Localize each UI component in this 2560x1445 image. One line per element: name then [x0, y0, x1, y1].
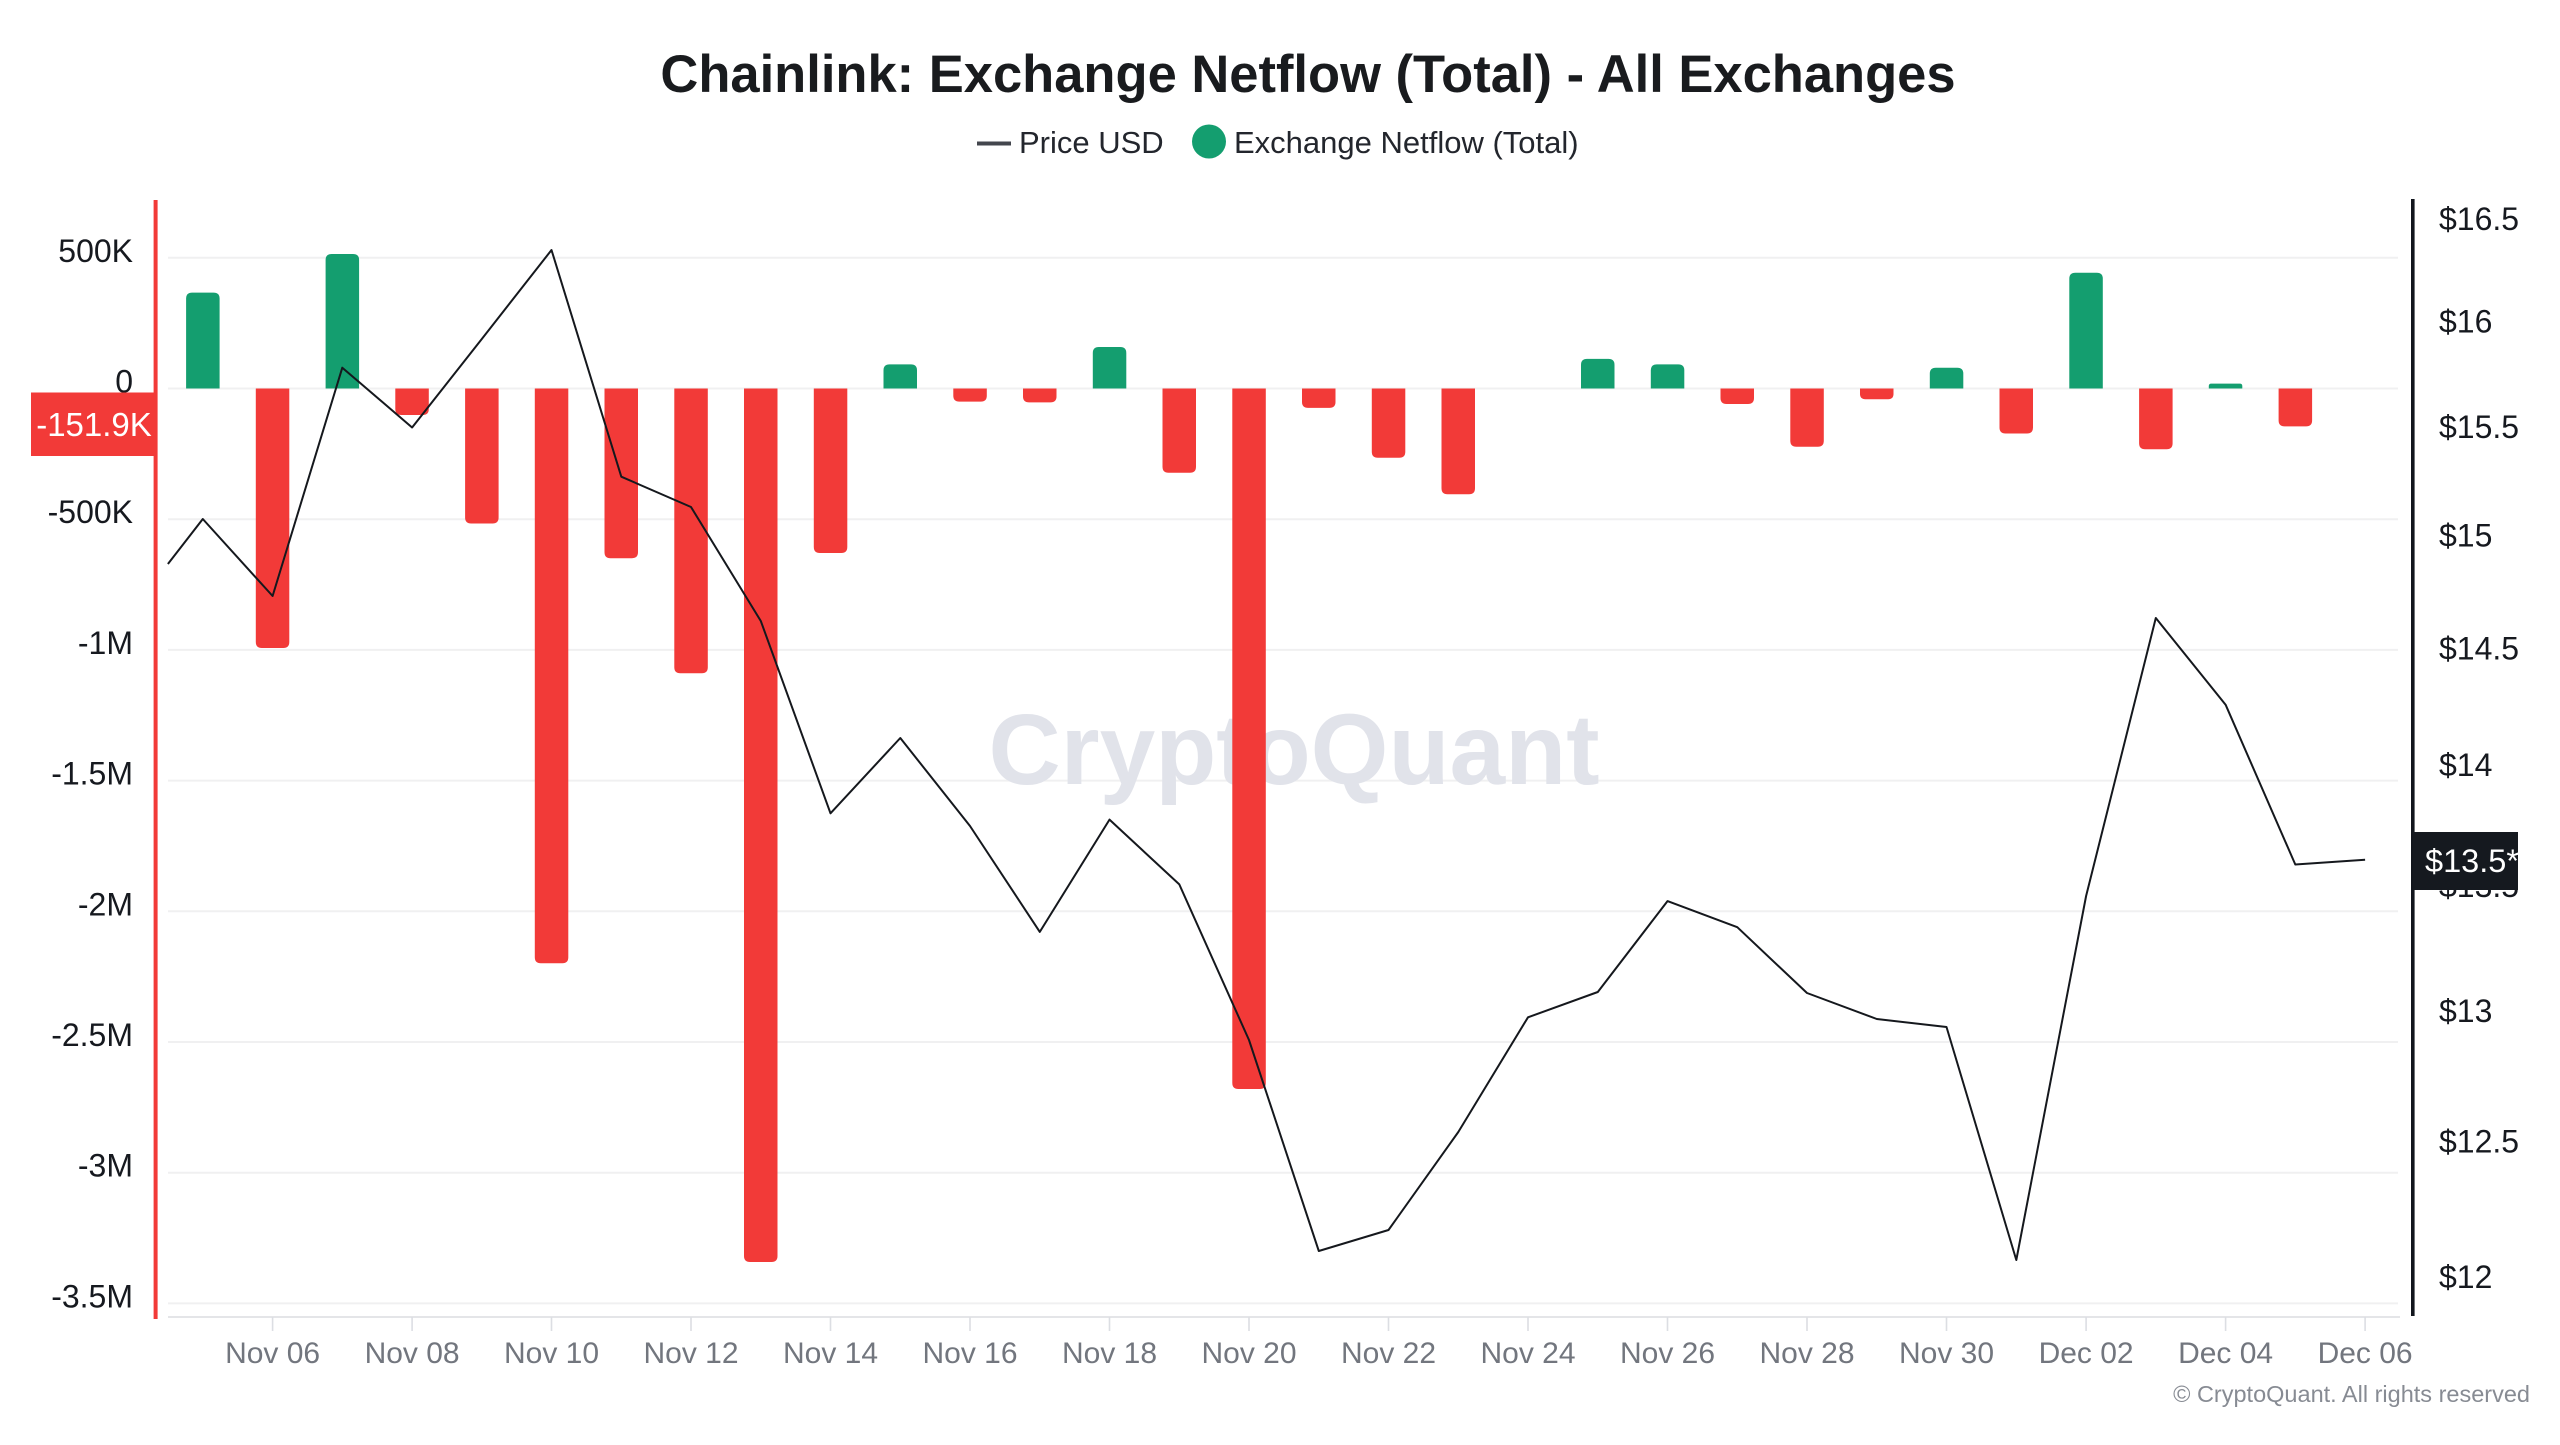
svg-text:$12: $12	[2439, 1259, 2492, 1295]
svg-text:Nov 06: Nov 06	[225, 1337, 320, 1370]
svg-text:Nov 08: Nov 08	[365, 1337, 460, 1370]
svg-text:-2.5M: -2.5M	[51, 1017, 133, 1053]
svg-text:Chainlink: Exchange Netflow (T: Chainlink: Exchange Netflow (Total) - Al…	[660, 45, 1955, 104]
svg-text:$16: $16	[2439, 303, 2492, 339]
svg-text:Nov 30: Nov 30	[1899, 1337, 1994, 1370]
svg-text:$14.5: $14.5	[2439, 630, 2519, 666]
svg-text:Nov 14: Nov 14	[783, 1337, 878, 1370]
svg-text:$16.5: $16.5	[2439, 201, 2519, 237]
svg-text:Nov 24: Nov 24	[1480, 1337, 1575, 1370]
svg-text:$13: $13	[2439, 993, 2492, 1029]
svg-text:-151.9K: -151.9K	[36, 406, 152, 443]
svg-text:Dec 04: Dec 04	[2178, 1337, 2273, 1370]
svg-text:-3M: -3M	[78, 1148, 133, 1184]
svg-text:Nov 26: Nov 26	[1620, 1337, 1715, 1370]
svg-text:-1M: -1M	[78, 625, 133, 661]
svg-text:© CryptoQuant. All rights rese: © CryptoQuant. All rights reserved	[2173, 1381, 2530, 1407]
svg-text:Nov 20: Nov 20	[1201, 1337, 1296, 1370]
svg-text:CryptoQuant: CryptoQuant	[988, 694, 1599, 806]
svg-text:-3.5M: -3.5M	[51, 1278, 133, 1314]
svg-text:$14: $14	[2439, 747, 2492, 783]
svg-text:Dec 06: Dec 06	[2318, 1337, 2413, 1370]
svg-text:Exchange Netflow (Total): Exchange Netflow (Total)	[1234, 125, 1579, 160]
svg-text:500K: 500K	[58, 233, 133, 269]
svg-text:$15: $15	[2439, 518, 2492, 554]
svg-text:-2M: -2M	[78, 886, 133, 922]
svg-text:Nov 12: Nov 12	[643, 1337, 738, 1370]
svg-text:$13.5*: $13.5*	[2425, 843, 2519, 879]
svg-text:Nov 28: Nov 28	[1759, 1337, 1854, 1370]
svg-text:$15.5: $15.5	[2439, 409, 2519, 445]
svg-text:Nov 10: Nov 10	[504, 1337, 599, 1370]
svg-text:Nov 22: Nov 22	[1341, 1337, 1436, 1370]
svg-text:Dec 02: Dec 02	[2039, 1337, 2134, 1370]
svg-text:0: 0	[115, 363, 133, 399]
svg-text:-1.5M: -1.5M	[51, 756, 133, 792]
svg-text:Nov 18: Nov 18	[1062, 1337, 1157, 1370]
svg-text:$12.5: $12.5	[2439, 1124, 2519, 1160]
svg-text:Nov 16: Nov 16	[922, 1337, 1017, 1370]
svg-text:-500K: -500K	[48, 494, 133, 530]
svg-text:Price USD: Price USD	[1019, 125, 1164, 160]
